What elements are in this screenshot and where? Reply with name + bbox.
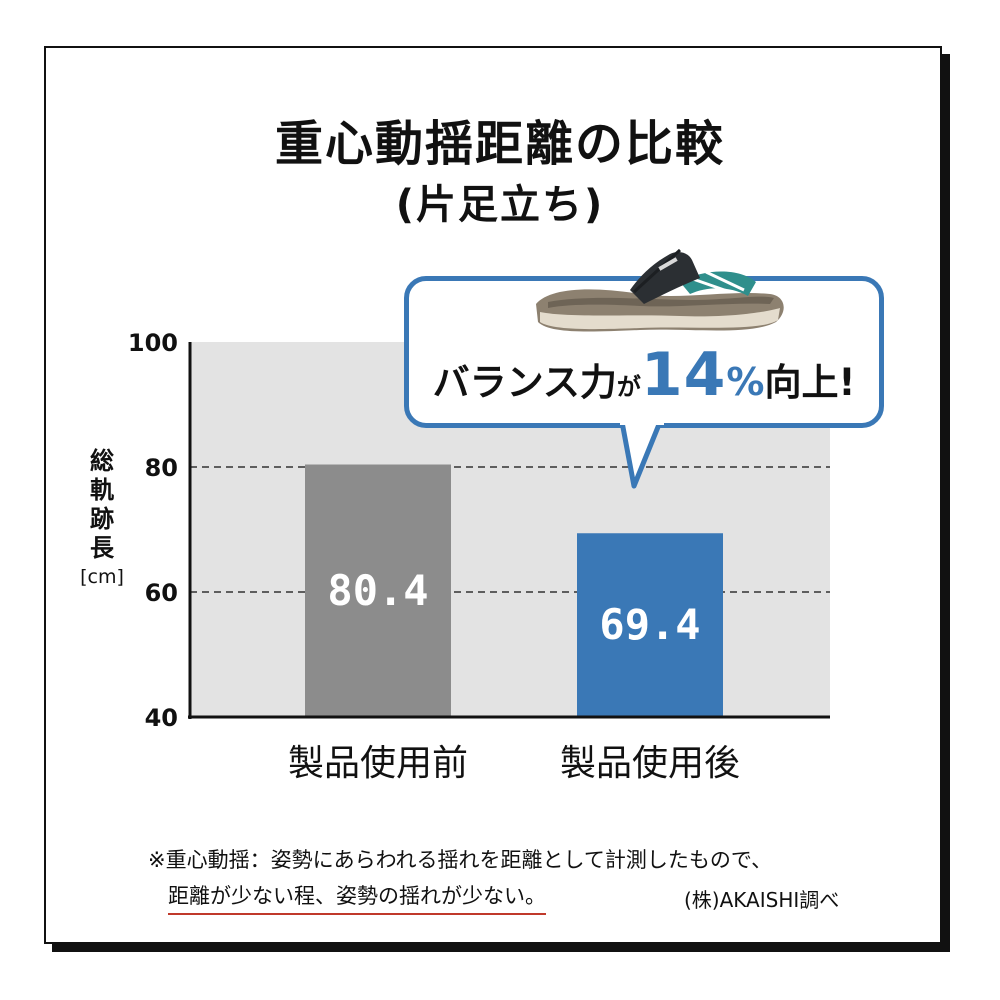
y-tick-label: 80 (145, 454, 178, 482)
sandal-icon (536, 248, 784, 332)
x-tick-label: 製品使用後 (560, 743, 740, 784)
y-axis-unit: [cm] (80, 566, 124, 588)
chart-title: 重心動揺距離の比較 (274, 116, 725, 172)
callout-text: バランス力が14%向上! (404, 340, 884, 410)
footnote-line-1: ※重心動揺：姿勢にあらわれる揺れを距離として計測したもので、 (148, 848, 773, 872)
y-axis-title: 総軌跡長 (90, 447, 114, 562)
y-tick-label: 40 (145, 704, 178, 732)
bar (305, 464, 451, 717)
footnote-source: (株)AKAISHI調べ (684, 888, 840, 912)
callout-text-b: が (616, 373, 641, 401)
callout-text-c: 向上! (764, 361, 856, 404)
callout-percent: 14 (640, 340, 727, 410)
x-tick-label: 製品使用前 (288, 743, 468, 784)
y-tick-label: 100 (128, 329, 178, 357)
y-tick-label: 60 (145, 579, 178, 607)
footnote-line-2: 距離が少ない程、姿勢の揺れが少ない。 (168, 880, 546, 915)
callout-tail (620, 420, 664, 489)
bar-value-label: 80.4 (327, 566, 428, 615)
bar-value-label: 69.4 (599, 600, 700, 649)
callout-text-a: バランス力 (432, 361, 617, 404)
y-axis-label: 総軌跡長 [cm] (80, 447, 124, 592)
bar (577, 533, 723, 717)
callout-percent-sign: % (726, 360, 765, 404)
chart-subtitle: (片足立ち) (395, 182, 605, 228)
